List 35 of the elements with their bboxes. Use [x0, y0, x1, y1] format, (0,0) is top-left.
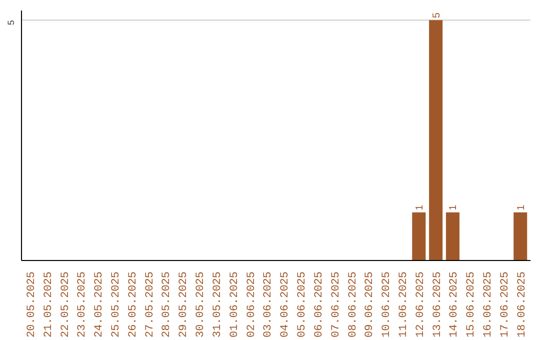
x-tick-label: 01.06.2025: [228, 271, 241, 338]
data-label: 5: [431, 12, 442, 18]
x-tick-label: 10.06.2025: [381, 271, 394, 338]
x-tick-label: 22.05.2025: [60, 271, 72, 338]
x-tick-label: 23.05.2025: [76, 271, 89, 338]
x-tick-label: 14.06.2025: [448, 271, 461, 338]
x-tick-label: 09.06.2025: [364, 271, 376, 338]
x-tick-label: 30.05.2025: [195, 271, 208, 338]
x-tick-label: 03.06.2025: [262, 271, 275, 338]
x-tick-label: 21.05.2025: [42, 271, 55, 338]
data-label: 1: [414, 204, 426, 210]
x-tick-label: 12.06.2025: [414, 271, 427, 338]
data-label: 1: [516, 204, 527, 210]
x-tick-label: 24.05.2025: [94, 271, 106, 338]
x-tick-label: 07.06.2025: [330, 271, 342, 338]
x-tick-label: 13.06.2025: [432, 271, 444, 338]
x-tick-label: 26.05.2025: [127, 271, 140, 338]
x-tick-label: 05.06.2025: [296, 271, 309, 338]
x-tick-label: 31.05.2025: [212, 271, 224, 338]
x-tick-label: 08.06.2025: [347, 271, 360, 338]
x-tick-label: 18.06.2025: [516, 271, 528, 338]
x-tick-label: 06.06.2025: [313, 271, 326, 338]
x-tick-label: 17.06.2025: [499, 271, 512, 338]
x-tick-label: 25.05.2025: [110, 271, 123, 338]
x-tick-label: 16.06.2025: [482, 271, 495, 338]
x-tick-label: 20.05.2025: [26, 271, 38, 338]
x-tick-label: 11.06.2025: [398, 271, 410, 338]
data-label: 1: [448, 204, 460, 210]
x-tick-label: 28.05.2025: [161, 271, 174, 338]
x-tick-label: 04.06.2025: [280, 271, 292, 338]
x-tick-label: 15.06.2025: [466, 271, 478, 338]
x-tick-label: 27.05.2025: [144, 271, 156, 338]
x-tick-label: 29.05.2025: [178, 271, 190, 338]
x-tick-label: 02.06.2025: [246, 271, 258, 338]
ref-line-label: 5: [6, 20, 16, 26]
